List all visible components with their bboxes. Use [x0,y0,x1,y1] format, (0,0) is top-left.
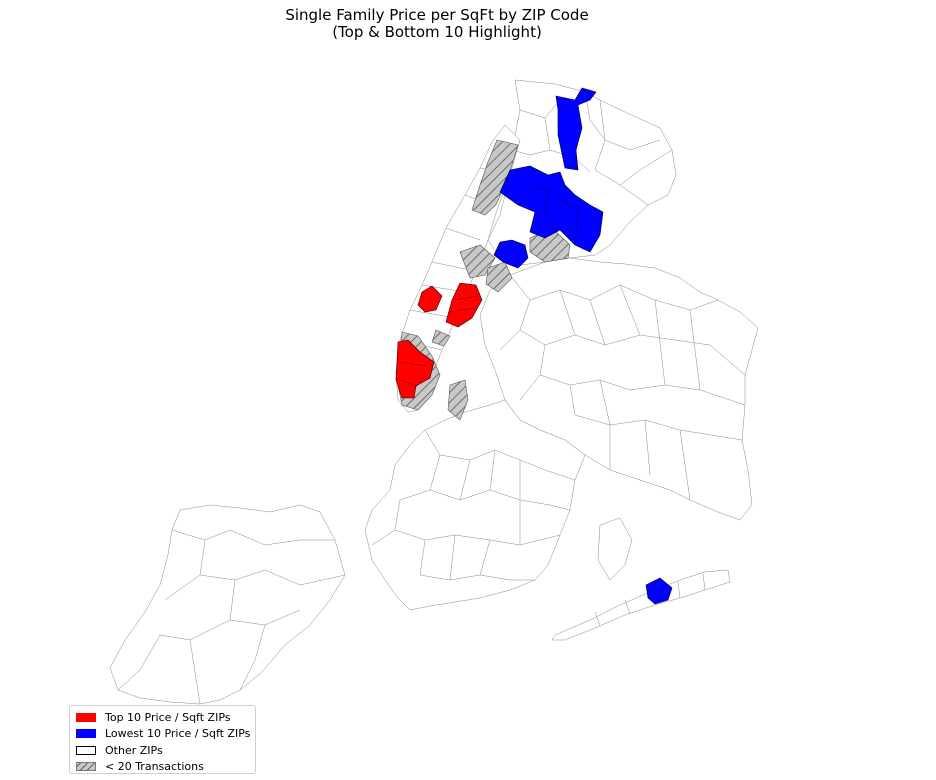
top-zip [445,282,483,328]
lowest-zip [493,239,529,269]
map-title-line2: (Top & Bottom 10 Highlight) [332,23,542,41]
queens-borough [479,257,759,521]
legend-item-other: Other ZIPs [76,742,255,759]
staten-island-borough [109,504,346,705]
legend-swatch-other [76,745,96,755]
zip-boundary [371,429,576,581]
zip-boundary [399,295,479,387]
zip-area [109,504,346,705]
legend-item-lowest10: Lowest 10 Price / Sqft ZIPs [76,726,255,743]
legend-swatch-top10 [76,712,96,722]
zip-boundary [499,274,746,501]
low-transaction-zip [471,139,519,216]
lowest-zip [555,87,597,171]
map-title: Single Family Price per SqFt by ZIP Code… [0,7,874,41]
top-zip [395,339,435,399]
lowest-10-zips [493,87,673,605]
lowest-zip-boundaries [529,187,591,246]
zip-area [364,399,586,611]
legend-label: Other ZIPs [105,743,163,757]
zip-boundary [529,187,591,246]
low-transaction-zip [485,261,513,293]
lowest-zip [499,165,604,253]
low-transaction-zip [447,379,469,421]
jamaica-bay-islands [597,517,633,581]
low-transaction-zip [459,244,496,279]
lowest-zip [645,577,673,605]
top-zip [417,285,443,313]
top-10-zips [395,282,483,399]
legend: Top 10 Price / Sqft ZIPs Lowest 10 Price… [69,705,256,774]
legend-label: < 20 Transactions [105,760,204,774]
legend-label: Lowest 10 Price / Sqft ZIPs [105,727,251,741]
legend-item-low-transactions: < 20 Transactions [76,759,255,776]
top-zip-boundaries [399,295,479,387]
legend-item-top10: Top 10 Price / Sqft ZIPs [76,709,255,726]
zip-area [479,257,759,521]
legend-label: Top 10 Price / Sqft ZIPs [105,710,231,724]
zip-area [551,569,731,641]
zip-boundary [117,529,346,705]
legend-swatch-low-transactions [76,762,96,772]
rockaway-peninsula [551,569,731,641]
zip-area [597,517,633,581]
low-transaction-zip [431,329,451,347]
legend-swatch-lowest10 [76,729,96,739]
zip-boundary [511,91,673,206]
brooklyn-borough [364,399,586,611]
map-title-line1: Single Family Price per SqFt by ZIP Code [285,6,589,24]
zip-boundary [594,573,706,627]
